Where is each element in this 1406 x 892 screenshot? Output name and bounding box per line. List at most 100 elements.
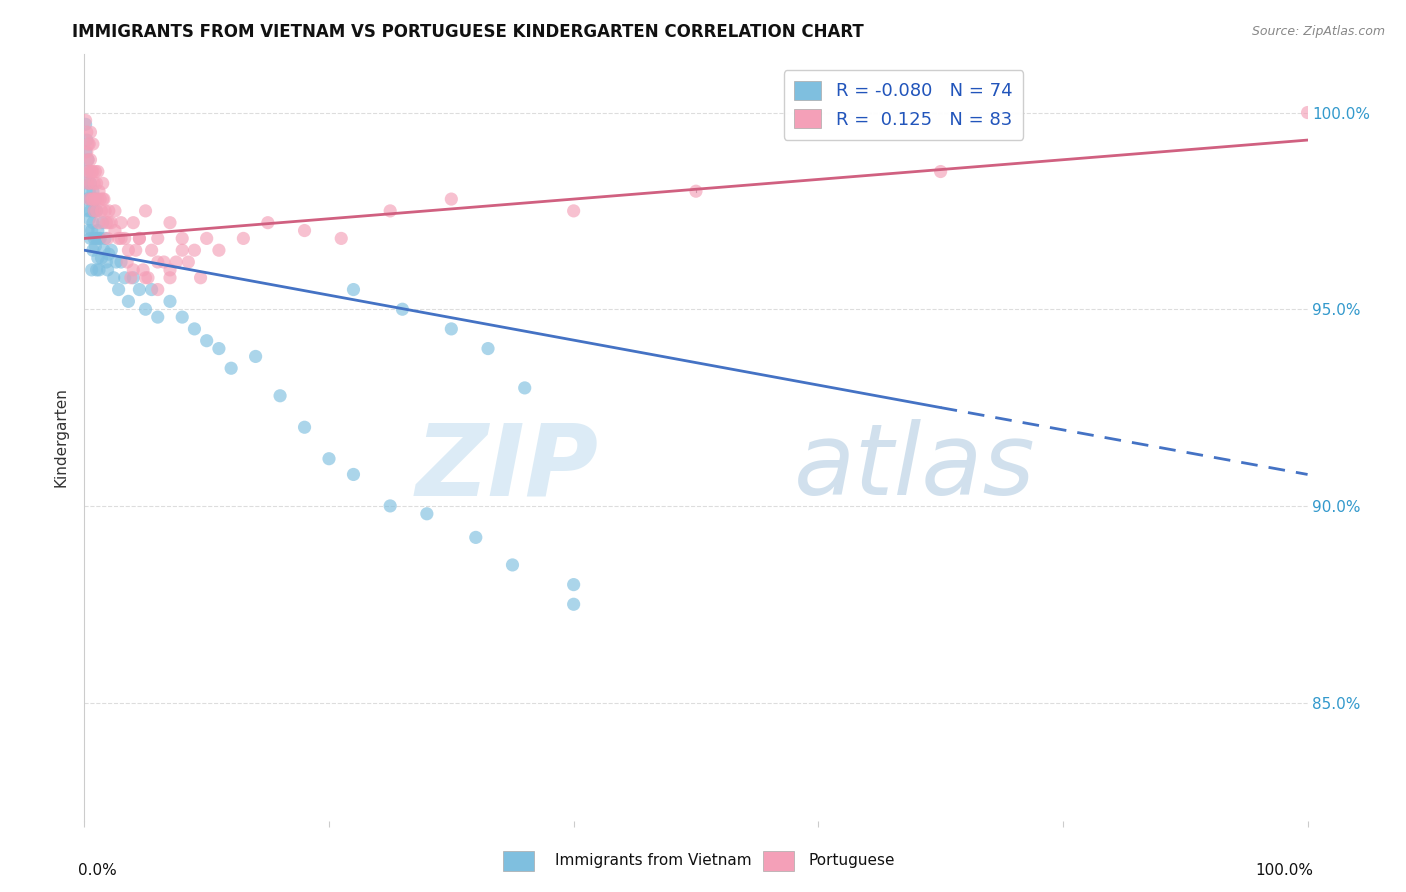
- Point: [115, 255, 138, 269]
- Point: [96, 255, 118, 269]
- Point: [79, 231, 101, 245]
- Point: [440, 322, 463, 336]
- Point: [77, 164, 100, 178]
- Point: [146, 231, 169, 245]
- Point: [114, 231, 136, 245]
- Point: [562, 597, 585, 611]
- Point: [104, 223, 127, 237]
- Point: [77, 223, 100, 237]
- Point: [93, 244, 115, 258]
- Point: [77, 184, 100, 198]
- Point: [141, 244, 163, 258]
- Point: [84, 239, 107, 253]
- Point: [177, 255, 200, 269]
- Point: [172, 231, 194, 245]
- Point: [172, 244, 194, 258]
- Point: [75, 117, 97, 131]
- Point: [159, 263, 181, 277]
- Point: [342, 283, 364, 297]
- Point: [502, 558, 524, 572]
- Point: [153, 255, 176, 269]
- Point: [128, 231, 150, 245]
- Point: [208, 342, 231, 356]
- Point: [82, 192, 104, 206]
- Point: [91, 177, 114, 191]
- Point: [1296, 105, 1319, 120]
- Point: [79, 153, 101, 167]
- Point: [83, 231, 105, 245]
- Point: [128, 231, 150, 245]
- Point: [75, 145, 97, 159]
- Point: [77, 153, 100, 167]
- Point: [136, 270, 159, 285]
- Point: [80, 223, 103, 237]
- Point: [86, 263, 108, 277]
- Point: [77, 211, 100, 226]
- Point: [122, 216, 145, 230]
- Point: [146, 283, 169, 297]
- Point: [91, 192, 114, 206]
- Point: [84, 192, 107, 206]
- Point: [87, 251, 110, 265]
- Point: [105, 255, 128, 269]
- Point: [87, 223, 110, 237]
- Point: [195, 334, 218, 348]
- Text: 0.0%: 0.0%: [79, 863, 117, 878]
- Point: [80, 164, 103, 178]
- Point: [257, 216, 280, 230]
- Point: [195, 231, 218, 245]
- Point: [94, 231, 117, 245]
- Point: [96, 216, 118, 230]
- Point: [82, 164, 104, 178]
- Point: [76, 164, 98, 178]
- Point: [97, 263, 120, 277]
- Point: [128, 283, 150, 297]
- Point: [208, 244, 231, 258]
- Point: [84, 164, 107, 178]
- Point: [440, 192, 463, 206]
- Point: [159, 294, 181, 309]
- Text: ZIP: ZIP: [415, 419, 598, 516]
- Point: [159, 270, 181, 285]
- Point: [77, 177, 100, 191]
- Point: [97, 216, 120, 230]
- Point: [183, 322, 205, 336]
- Point: [82, 184, 104, 198]
- Point: [294, 420, 316, 434]
- Point: [391, 302, 413, 317]
- Point: [77, 136, 100, 151]
- Point: [135, 270, 157, 285]
- Point: [93, 192, 115, 206]
- Point: [87, 263, 110, 277]
- Point: [90, 251, 112, 265]
- Text: 100.0%: 100.0%: [1256, 863, 1313, 878]
- Point: [269, 389, 291, 403]
- Point: [100, 216, 122, 230]
- Point: [75, 113, 97, 128]
- Point: [122, 263, 145, 277]
- Legend: R = -0.080   N = 74, R =  0.125   N = 83: R = -0.080 N = 74, R = 0.125 N = 83: [783, 70, 1024, 140]
- Point: [513, 381, 536, 395]
- Y-axis label: Kindergarten: Kindergarten: [53, 387, 69, 487]
- Point: [82, 244, 104, 258]
- Point: [80, 192, 103, 206]
- Point: [87, 192, 110, 206]
- Point: [84, 192, 107, 206]
- Point: [83, 177, 105, 191]
- Point: [685, 184, 707, 198]
- Text: IMMIGRANTS FROM VIETNAM VS PORTUGUESE KINDERGARTEN CORRELATION CHART: IMMIGRANTS FROM VIETNAM VS PORTUGUESE KI…: [72, 23, 863, 41]
- Point: [97, 203, 120, 218]
- Point: [76, 164, 98, 178]
- Point: [79, 177, 101, 191]
- Point: [245, 350, 267, 364]
- Point: [79, 125, 101, 139]
- Point: [125, 244, 148, 258]
- Point: [76, 125, 98, 139]
- Text: Portuguese: Portuguese: [808, 854, 896, 868]
- Point: [562, 203, 585, 218]
- Text: Source: ZipAtlas.com: Source: ZipAtlas.com: [1251, 25, 1385, 38]
- Point: [117, 244, 139, 258]
- Point: [87, 216, 110, 230]
- Point: [929, 164, 952, 178]
- Point: [232, 231, 254, 245]
